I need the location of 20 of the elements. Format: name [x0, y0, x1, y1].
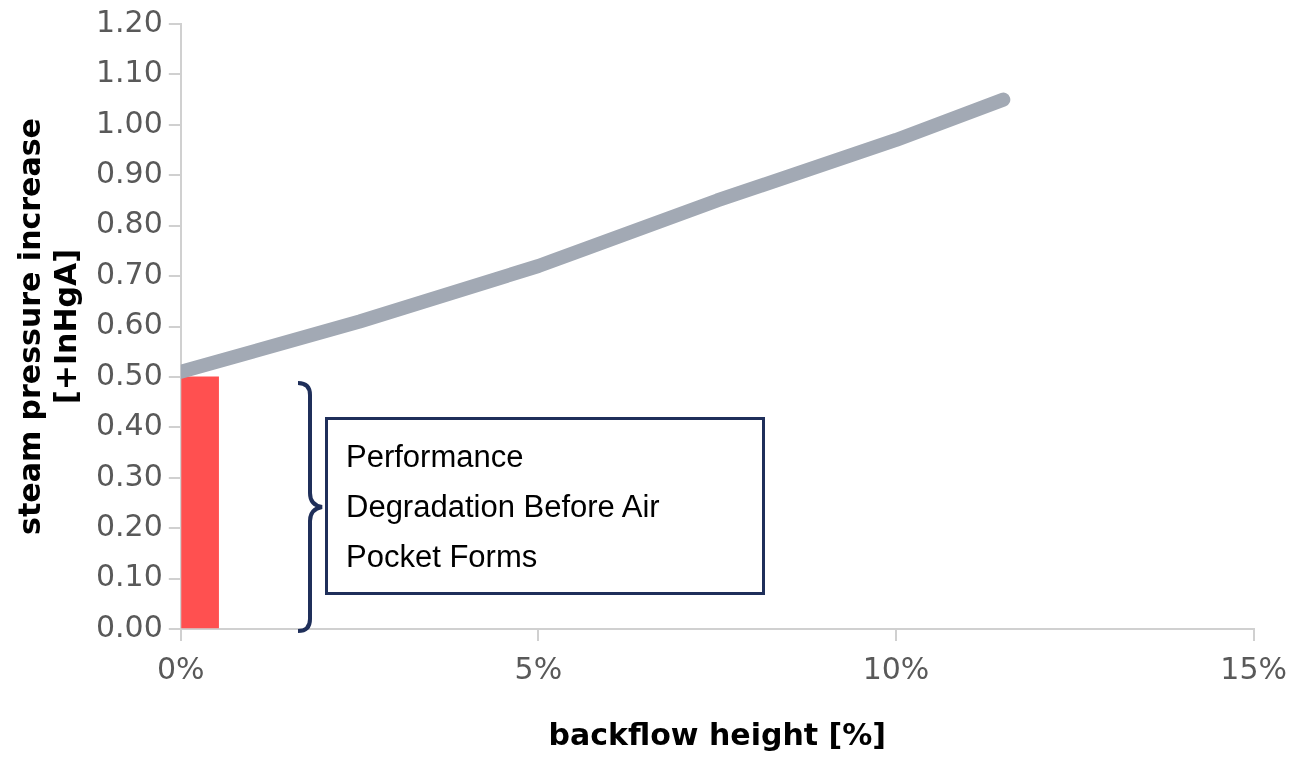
- y-tick-label: 0.90: [96, 155, 163, 191]
- x-tick-label: 5%: [514, 650, 563, 686]
- y-axis-title: steam pressure increase [+InHgA]: [11, 118, 83, 535]
- x-tick-label: 10%: [862, 650, 930, 686]
- y-tick-label: 0.60: [96, 306, 163, 342]
- y-tick-label: 0.40: [96, 407, 163, 443]
- annotation: Performance Degradation Before Air Pocket Forms: [325, 417, 765, 595]
- y-tick-label: 1.00: [96, 104, 163, 140]
- y-tick-label: 0.10: [96, 558, 163, 594]
- x-tick-label: 15%: [1220, 650, 1287, 686]
- x-tick-label: 0%: [157, 650, 205, 686]
- y-tick-label: 0.70: [96, 255, 163, 291]
- y-tick-label: 0.50: [96, 356, 163, 392]
- y-tick-label: 0.80: [96, 205, 163, 241]
- y-tick-label: 0.30: [96, 457, 163, 493]
- y-tick-label: 0.00: [96, 608, 163, 644]
- y-tick-label: 0.20: [96, 507, 163, 543]
- y-tick-label: 1.20: [96, 3, 163, 39]
- y-tick-label: 1.10: [96, 54, 163, 90]
- x-axis-title: backflow height [%]: [548, 716, 886, 752]
